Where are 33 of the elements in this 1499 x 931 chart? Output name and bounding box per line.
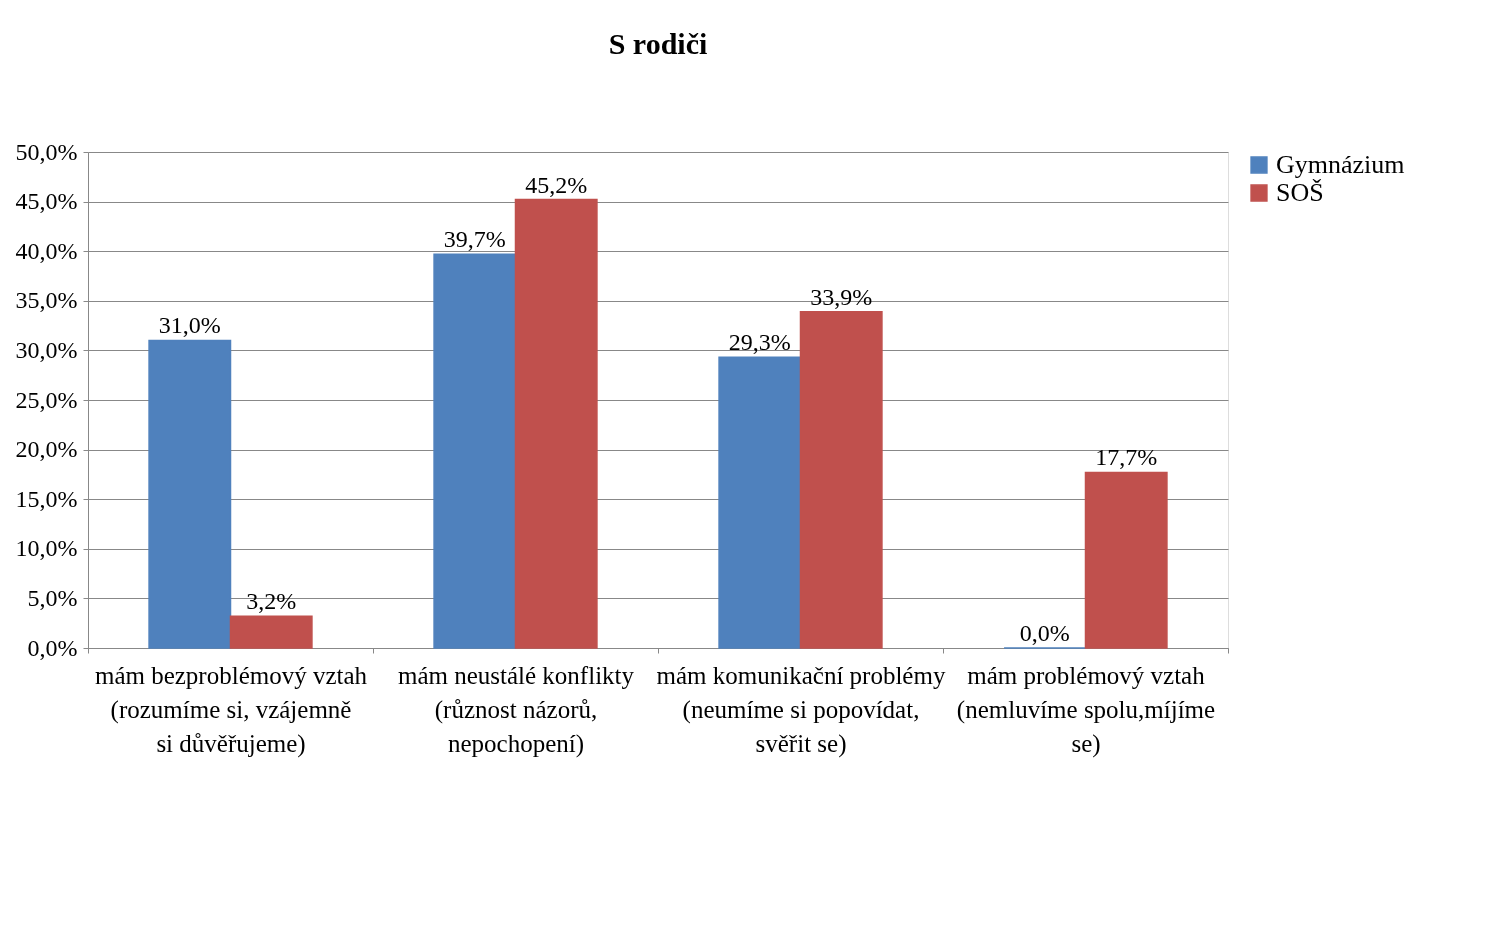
data-label: 31,0% xyxy=(158,312,221,339)
x-tick-label: mám neustálé konflikty (různost názorů, nepochopení) xyxy=(397,661,635,758)
data-label: 29,3% xyxy=(728,329,791,356)
bar xyxy=(718,356,802,649)
data-label: 0,0% xyxy=(1019,620,1070,646)
bar xyxy=(514,198,598,649)
bar xyxy=(433,253,517,649)
y-tick-label: 15,0% xyxy=(15,485,78,512)
bar xyxy=(799,310,883,649)
chart-title: S rodiči xyxy=(608,27,708,60)
x-tick-label: mám problémový vztah (nemluvíme spolu,míjíme se) xyxy=(956,661,1216,758)
bar xyxy=(1084,471,1168,649)
y-tick-label: 45,0% xyxy=(15,188,78,215)
y-tick-label: 20,0% xyxy=(15,436,78,463)
y-tick-label: 0,0% xyxy=(27,634,78,661)
data-label: 17,7% xyxy=(1095,444,1158,471)
data-label: 39,7% xyxy=(443,226,506,253)
y-tick-label: 50,0% xyxy=(15,138,78,165)
x-tick-label: mám bezproblémový vztah (rozumíme si, vzájemně si důvěřujeme) xyxy=(94,661,368,758)
data-label: 45,2% xyxy=(525,171,588,198)
bar xyxy=(148,339,232,649)
x-tick-label: mám komunikační problémy (neumíme si popovídat, svěřit se) xyxy=(656,661,946,758)
data-label: 3,2% xyxy=(246,588,297,615)
data-label: 33,9% xyxy=(810,283,873,310)
y-tick-label: 40,0% xyxy=(15,237,78,264)
y-tick-label: 5,0% xyxy=(27,584,78,611)
y-tick-label: 10,0% xyxy=(15,535,78,562)
y-tick-label: 30,0% xyxy=(15,336,78,363)
legend-label: SOŠ xyxy=(1276,178,1324,207)
legend-label: Gymnázium xyxy=(1276,150,1405,179)
bar xyxy=(229,615,313,649)
y-tick-label: 35,0% xyxy=(15,287,78,314)
y-tick-label: 25,0% xyxy=(15,386,78,413)
